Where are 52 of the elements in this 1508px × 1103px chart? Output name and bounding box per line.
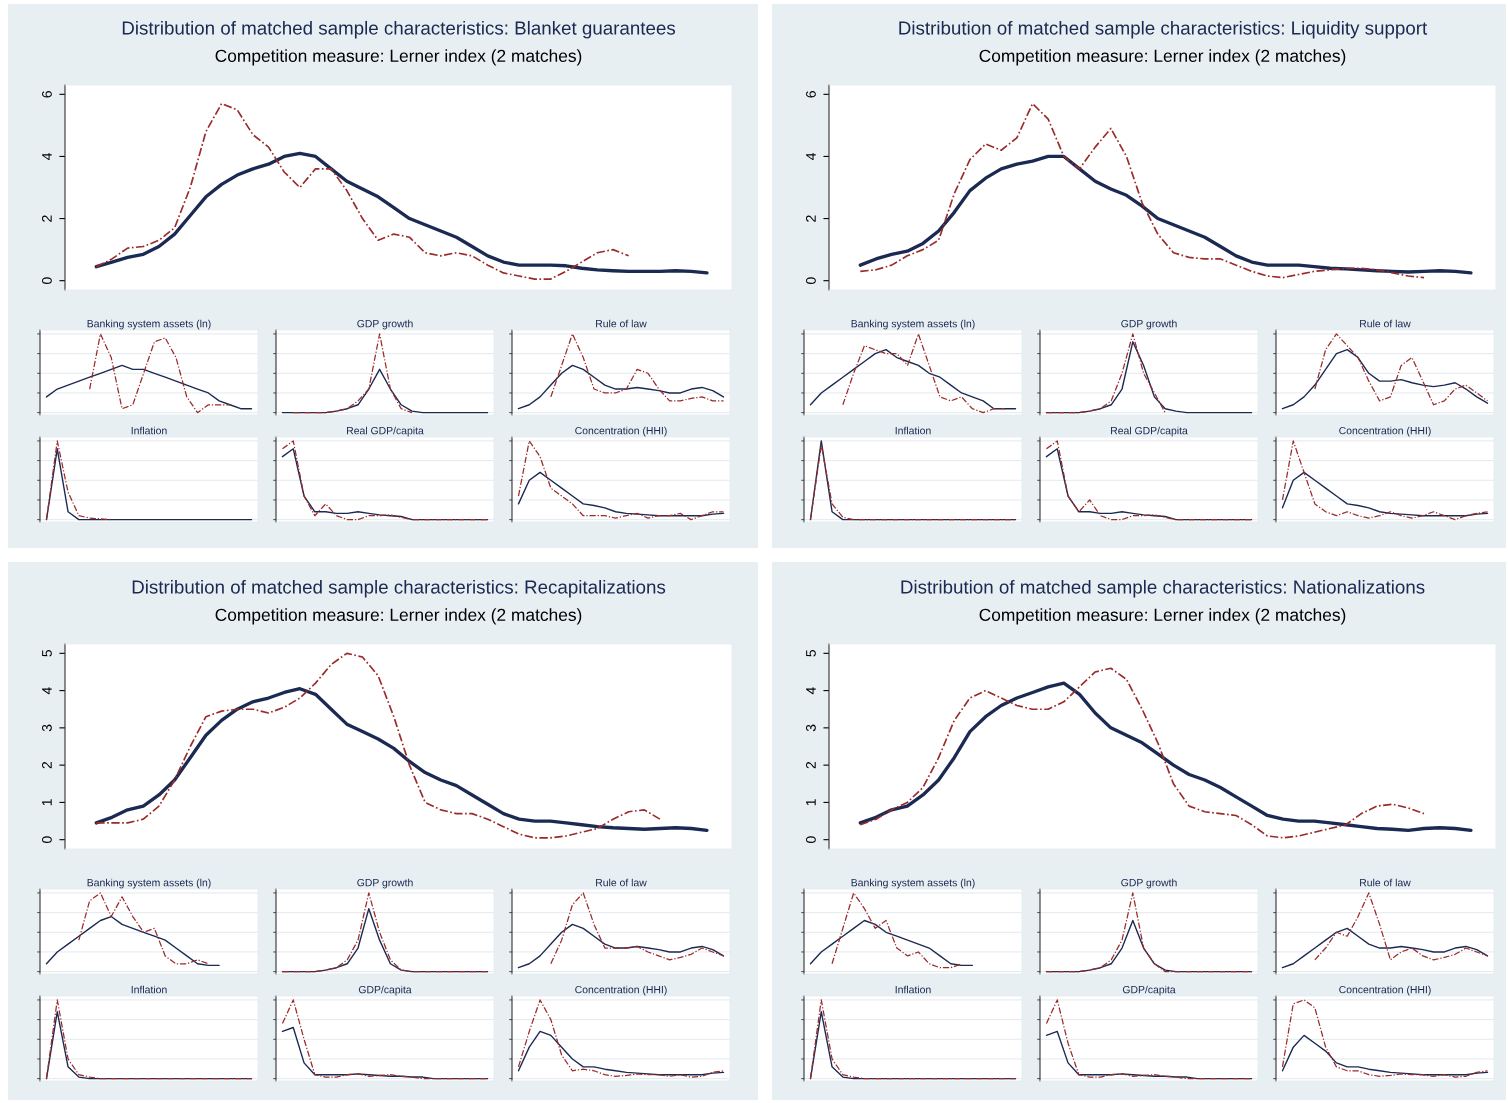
y-tick-label: 2 <box>806 215 816 222</box>
chart-subtitle: Competition measure: Lerner index (2 matches) <box>215 49 582 66</box>
chart-title: GDP/capita <box>1122 985 1176 996</box>
chart-title: Distribution of matched sample characteristics: Liquidity support <box>899 20 1428 39</box>
y-tick-label: 4 <box>806 687 816 695</box>
chart-title: Rule of law <box>596 878 647 887</box>
chart-title: GDP/capita <box>358 985 412 996</box>
chart-title: Banking system assets (ln) <box>87 878 211 889</box>
y-tick-label: 3 <box>806 724 816 732</box>
chart-title: Real GDP/capita <box>347 426 424 437</box>
chart-title: Inflation <box>131 985 167 994</box>
chart-title: Distribution of matched sample characteristics: Recapitalizations <box>132 579 666 598</box>
y-tick-label: 0 <box>806 277 816 284</box>
chart-title: Inflation <box>895 985 931 994</box>
y-tick-label: 6 <box>806 91 816 98</box>
chart-title: Rule of law <box>1360 319 1411 328</box>
chart-title: Rule of law <box>596 319 647 328</box>
y-tick-label: 4 <box>806 152 816 160</box>
y-tick-label: 2 <box>806 761 816 769</box>
y-tick-label: 2 <box>42 215 52 222</box>
chart-title: Banking system assets (ln) <box>851 878 975 889</box>
chart-title: Distribution of matched sample characteristics: Blanket guarantees <box>122 20 676 39</box>
y-tick-label: 0 <box>42 836 52 843</box>
y-tick-label: 0 <box>806 836 816 843</box>
chart-title: Rule of law <box>1360 878 1411 887</box>
chart-title: GDP growth <box>357 319 413 330</box>
y-tick-label: 0 <box>42 277 52 284</box>
y-tick-label: 1 <box>42 799 52 806</box>
y-tick-label: 2 <box>42 761 52 769</box>
chart-title: Concentration (HHI) <box>1339 426 1431 437</box>
chart-title: Banking system assets (ln) <box>851 319 975 330</box>
chart-subtitle: Competition measure: Lerner index (2 matches) <box>215 608 582 625</box>
chart-title: Inflation <box>895 426 931 435</box>
chart-title: Concentration (HHI) <box>575 426 667 437</box>
y-tick-label: 5 <box>806 650 816 657</box>
y-tick-label: 6 <box>42 91 52 98</box>
y-tick-label: 4 <box>42 687 52 695</box>
chart-title: GDP growth <box>357 878 413 889</box>
chart-title: Distribution of matched sample characteristics: Nationalizations <box>901 579 1425 598</box>
y-tick-label: 5 <box>42 650 52 657</box>
y-tick-label: 3 <box>42 724 52 732</box>
y-tick-label: 1 <box>806 799 816 806</box>
chart-title: Concentration (HHI) <box>1339 985 1431 996</box>
chart-title: Banking system assets (ln) <box>87 319 211 330</box>
chart-subtitle: Competition measure: Lerner index (2 matches) <box>979 49 1346 66</box>
chart-subtitle: Competition measure: Lerner index (2 matches) <box>979 608 1346 625</box>
chart-title: GDP growth <box>1121 878 1177 889</box>
y-tick-label: 4 <box>42 152 52 160</box>
chart-title: Real GDP/capita <box>1111 426 1188 437</box>
chart-title: GDP growth <box>1121 319 1177 330</box>
chart-title: Inflation <box>131 426 167 435</box>
chart-title: Concentration (HHI) <box>575 985 667 996</box>
